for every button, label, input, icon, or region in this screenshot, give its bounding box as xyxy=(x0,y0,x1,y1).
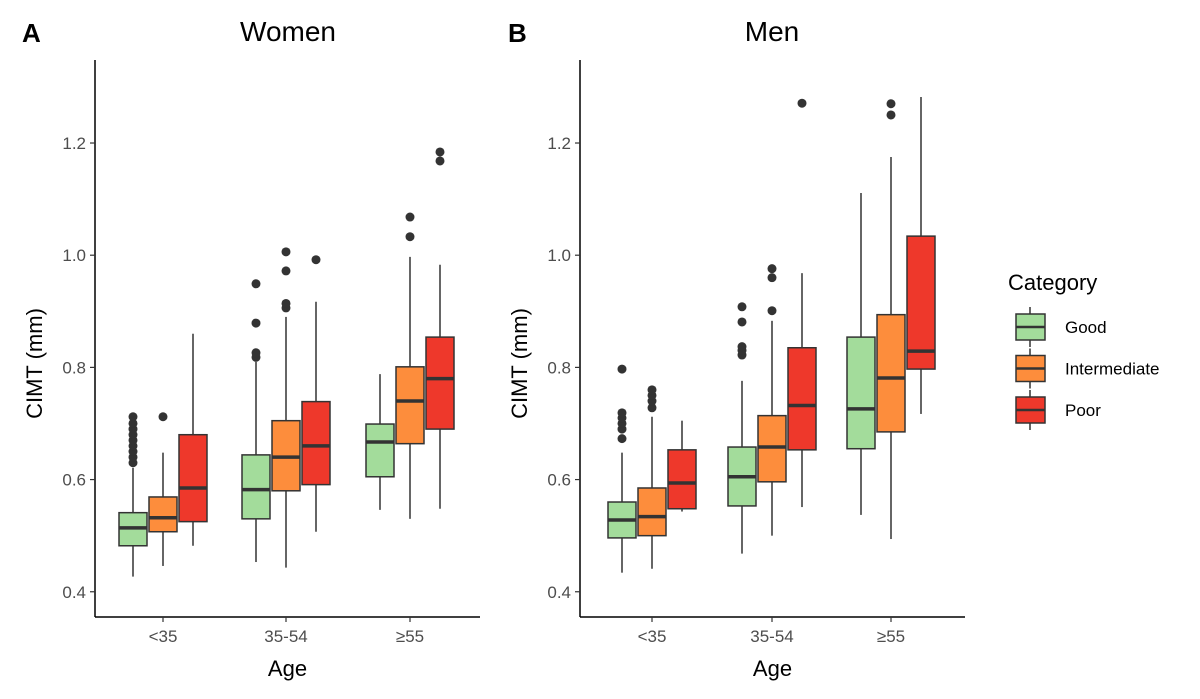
x-tick-label: ≥55 xyxy=(877,627,905,646)
outlier-point xyxy=(128,418,138,428)
outlier-point xyxy=(767,273,777,283)
iqr-box xyxy=(637,487,667,537)
x-tick-label: <35 xyxy=(638,627,667,646)
iqr-box xyxy=(395,366,425,445)
legend: Category Good Intermediate Poor xyxy=(1008,270,1160,430)
box-poor xyxy=(787,98,817,508)
outlier-point xyxy=(311,255,321,265)
outlier-point xyxy=(251,279,261,289)
panel-letter: B xyxy=(508,18,527,48)
panel-title: Men xyxy=(745,16,799,47)
panel-letter: A xyxy=(22,18,41,48)
outlier-point xyxy=(158,412,168,422)
outlier-point xyxy=(281,298,291,308)
legend-item-poor: Poor xyxy=(1015,390,1101,430)
box-good xyxy=(607,364,637,573)
iqr-box xyxy=(846,336,876,450)
box-intermediate xyxy=(148,412,178,566)
outlier-point xyxy=(281,266,291,276)
legend-item-intermediate: Intermediate xyxy=(1015,348,1160,389)
box-poor xyxy=(425,147,455,509)
outlier-point xyxy=(617,364,627,374)
y-tick-label: 0.8 xyxy=(62,358,86,377)
y-axis-title: CIMT (mm) xyxy=(22,308,47,419)
outlier-point xyxy=(886,99,896,109)
y-tick-label: 1.0 xyxy=(62,246,86,265)
x-tick-label: ≥55 xyxy=(396,627,424,646)
outlier-point xyxy=(435,147,445,157)
outlier-point xyxy=(405,232,415,242)
y-tick-label: 0.4 xyxy=(547,583,571,602)
x-tick-label: 35-54 xyxy=(750,627,793,646)
y-tick-label: 1.0 xyxy=(547,246,571,265)
iqr-box xyxy=(148,496,178,533)
iqr-box xyxy=(876,313,906,433)
panel-title: Women xyxy=(240,16,336,47)
legend-label: Poor xyxy=(1065,401,1101,420)
outlier-point xyxy=(128,412,138,422)
y-axis-title: CIMT (mm) xyxy=(507,308,532,419)
y-tick-label: 1.2 xyxy=(62,134,86,153)
box-good xyxy=(846,192,876,515)
y-tick-label: 0.6 xyxy=(62,471,86,490)
box-good xyxy=(118,412,148,577)
y-tick-label: 0.4 xyxy=(62,583,86,602)
legend-label: Intermediate xyxy=(1065,360,1160,379)
iqr-box xyxy=(787,347,817,451)
y-tick-label: 0.8 xyxy=(547,358,571,377)
box-poor xyxy=(301,255,331,532)
y-tick-label: 0.6 xyxy=(547,471,571,490)
outlier-point xyxy=(281,247,291,257)
x-axis-title: Age xyxy=(268,656,307,681)
legend-title: Category xyxy=(1008,270,1097,295)
panel-women: A Women 0.4 0.6 0.8 1.0 1.2 <35 35-54 ≥55 Age CIMT … xyxy=(22,16,480,681)
box-intermediate xyxy=(637,385,667,569)
outlier-point xyxy=(767,306,777,316)
iqr-box xyxy=(667,449,697,510)
outlier-point xyxy=(737,302,747,312)
box-poor xyxy=(178,333,208,546)
iqr-box xyxy=(425,336,455,430)
panel-men: B Men 0.4 0.6 0.8 1.0 1.2 <35 35-54 ≥55 Age CIMT (m… xyxy=(507,16,965,681)
iqr-box xyxy=(301,400,331,486)
outlier-point xyxy=(767,264,777,274)
outlier-point xyxy=(737,317,747,327)
outlier-point xyxy=(647,385,657,395)
outlier-point xyxy=(251,318,261,328)
box-intermediate xyxy=(876,99,906,540)
x-axis-title: Age xyxy=(753,656,792,681)
outlier-point xyxy=(797,98,807,108)
outlier-point xyxy=(405,212,415,222)
box-good xyxy=(727,302,757,554)
box-intermediate xyxy=(395,212,425,519)
iqr-box xyxy=(178,433,208,523)
outlier-point xyxy=(617,434,627,444)
box-intermediate xyxy=(271,247,301,568)
box-intermediate xyxy=(757,264,787,536)
x-tick-label: <35 xyxy=(149,627,178,646)
iqr-box xyxy=(906,235,936,370)
box-poor xyxy=(906,97,936,414)
y-tick-label: 1.2 xyxy=(547,134,571,153)
x-tick-label: 35-54 xyxy=(264,627,307,646)
outlier-point xyxy=(886,110,896,120)
box-poor xyxy=(667,420,697,512)
outlier-point xyxy=(737,342,747,352)
box-good xyxy=(241,279,271,563)
box-good xyxy=(365,374,395,510)
outlier-point xyxy=(617,408,627,418)
legend-item-good: Good xyxy=(1015,307,1107,347)
iqr-box xyxy=(241,454,271,520)
outlier-point xyxy=(435,156,445,166)
outlier-point xyxy=(647,403,657,413)
iqr-box xyxy=(365,423,395,478)
outlier-point xyxy=(251,348,261,358)
legend-label: Good xyxy=(1065,318,1107,337)
